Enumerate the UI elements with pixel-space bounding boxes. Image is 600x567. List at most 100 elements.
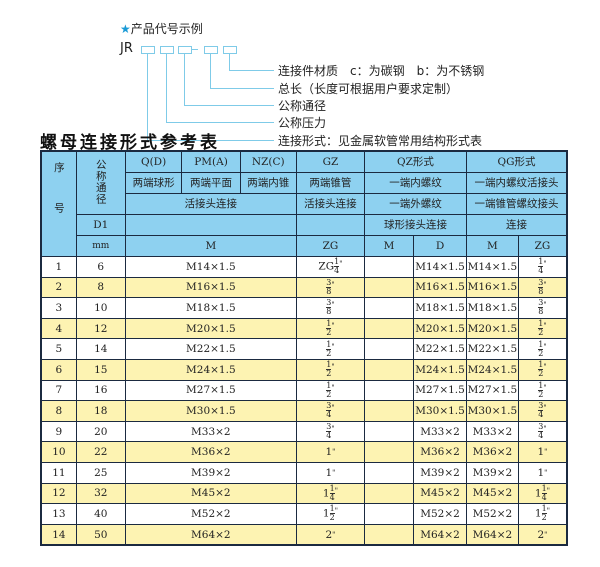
table-row: 3 10 M18×1.5 3 8 " M18×1.5 M18×1.5 3 8 " [40, 297, 568, 319]
header-cell: 一端内螺纹 [363, 172, 467, 194]
header-cell: 一端锥管螺纹接头 [465, 193, 568, 215]
cell-d1: 10 [75, 297, 126, 319]
cell-d1: 20 [75, 420, 126, 443]
cell-qg-m: M14×1.5 [465, 256, 519, 278]
cell-qg-m: M45×2 [465, 482, 519, 505]
cell-m: M30×1.5 [124, 400, 297, 422]
header-mm: mm [75, 235, 126, 257]
cell-qg-zg: 1 2 " [517, 338, 568, 360]
cell-no: 13 [40, 503, 77, 525]
header-gz: GZ [295, 150, 365, 173]
cell-qz-d: M14×1.5 [413, 256, 467, 278]
header-cell: 两端内锥 [239, 172, 297, 194]
table-row: 13 40 M52×2 1 1 2 " M52×2 M52×2 1 1 2 " [40, 503, 568, 525]
cell-zg: 3 4 " [295, 420, 365, 443]
cell-qz-d: M45×2 [413, 482, 467, 505]
header-qg: QG形式 [465, 150, 568, 173]
cell-qg-zg: 1 2 " [517, 358, 568, 381]
cell-qz-d: M18×1.5 [413, 297, 467, 319]
table-row: 1 6 M14×1.5 ZG 1 4 " M14×1.5 M14×1.5 1 4 " [40, 256, 568, 278]
legend-diameter: 公称通径 [278, 99, 327, 113]
cell-d1: 32 [75, 482, 126, 505]
header-cell: 球形接头连接 [363, 214, 467, 236]
cell-qz-d: M22×1.5 [413, 338, 467, 360]
cell-d1: 22 [75, 441, 126, 463]
cell-qz-m [363, 358, 415, 381]
cell-m: M22×1.5 [124, 338, 297, 360]
header-seq: 序号 [40, 150, 77, 257]
cell-qz-m [363, 420, 415, 443]
cell-qg-zg: 1 4 " [517, 256, 568, 278]
cell-m: M20×1.5 [124, 317, 297, 340]
cell-qz-m [363, 523, 415, 546]
cell-qz-d: M30×1.5 [413, 400, 467, 422]
header-cell [124, 214, 297, 236]
cell-no: 3 [40, 297, 77, 319]
cell-qg-zg: 3 4 " [517, 400, 568, 422]
table-row: 2 8 M16×1.5 3 8 " M16×1.5 M16×1.5 3 8 " [40, 276, 568, 299]
header-qz: QZ形式 [363, 150, 467, 173]
cell-qg-m: M22×1.5 [465, 338, 519, 360]
cell-zg: 1 2 " [295, 338, 365, 360]
cell-qg-m: M20×1.5 [465, 317, 519, 340]
cell-qg-zg: 1 2 " [517, 379, 568, 402]
cell-qz-d: M36×2 [413, 441, 467, 463]
header-cell: M [363, 235, 415, 257]
header-cell: 两端球形 [124, 172, 183, 194]
cell-no: 14 [40, 523, 77, 546]
header-cell: 连接 [465, 214, 568, 236]
cell-zg: 3 8 " [295, 276, 365, 299]
header-cell: M [124, 235, 297, 257]
table-row: 12 32 M45×2 1 1 4 " M45×2 M45×2 1 1 4 " [40, 482, 568, 505]
cell-m: M64×2 [124, 523, 297, 546]
cell-qg-m: M30×1.5 [465, 400, 519, 422]
header-cell: ZG [517, 235, 568, 257]
header-cell: ZG [295, 235, 365, 257]
cell-m: M18×1.5 [124, 297, 297, 319]
header-cell: 活接头连接 [124, 193, 297, 215]
cell-qg-zg: 2" [517, 523, 568, 546]
cell-zg: 1" [295, 461, 365, 484]
cell-qg-m: M36×2 [465, 441, 519, 463]
nut-connection-table: 序号 公称通径 Q(D) PM(A) NZ(C) GZ QZ形式 QG形式 两端球形 两端平面… [40, 150, 568, 547]
table-row: 8 18 M30×1.5 3 4 " M30×1.5 M30×1.5 3 4 " [40, 400, 568, 422]
cell-m: M24×1.5 [124, 358, 297, 381]
header-cell: 两端锥管 [295, 172, 365, 194]
cell-qz-m [363, 400, 415, 422]
cell-m: M16×1.5 [124, 276, 297, 299]
table-row: 7 16 M27×1.5 1 2 " M27×1.5 M27×1.5 1 2 " [40, 379, 568, 402]
table-row: 14 50 M64×2 2" M64×2 M64×2 2" [40, 523, 568, 546]
example-heading: ★产品代号示例 [120, 20, 203, 37]
header-dn: 公称通径 [75, 150, 126, 215]
cell-d1: 50 [75, 523, 126, 546]
cell-qg-m: M16×1.5 [465, 276, 519, 299]
cell-qg-m: M39×2 [465, 461, 519, 484]
legend-pressure: 公称压力 [278, 116, 327, 130]
cell-qz-d: M27×1.5 [413, 379, 467, 402]
cell-qg-zg: 3 8 " [517, 297, 568, 319]
cell-no: 7 [40, 379, 77, 402]
cell-no: 6 [40, 358, 77, 381]
cell-qz-d: M39×2 [413, 461, 467, 484]
cell-zg: 1 1 4 " [295, 482, 365, 505]
cell-no: 12 [40, 482, 77, 505]
cell-d1: 18 [75, 400, 126, 422]
header-cell: 活接头连接 [295, 193, 365, 215]
cell-no: 8 [40, 400, 77, 422]
cell-qz-d: M52×2 [413, 503, 467, 525]
table-row: 11 25 M39×2 1" M39×2 M39×2 1" [40, 461, 568, 484]
cell-qz-m [363, 503, 415, 525]
example-heading-text: 产品代号示例 [130, 22, 203, 36]
cell-m: M14×1.5 [124, 256, 297, 278]
cell-d1: 15 [75, 358, 126, 381]
header-cell: D [413, 235, 467, 257]
cell-qz-m [363, 379, 415, 402]
cell-qg-m: M33×2 [465, 420, 519, 443]
cell-qz-m [363, 256, 415, 278]
cell-m: M36×2 [124, 441, 297, 463]
cell-zg: 1 1 2 " [295, 503, 365, 525]
cell-d1: 40 [75, 503, 126, 525]
cell-no: 11 [40, 461, 77, 484]
star-icon: ★ [120, 22, 131, 36]
cell-zg: ZG 1 4 " [295, 256, 365, 278]
